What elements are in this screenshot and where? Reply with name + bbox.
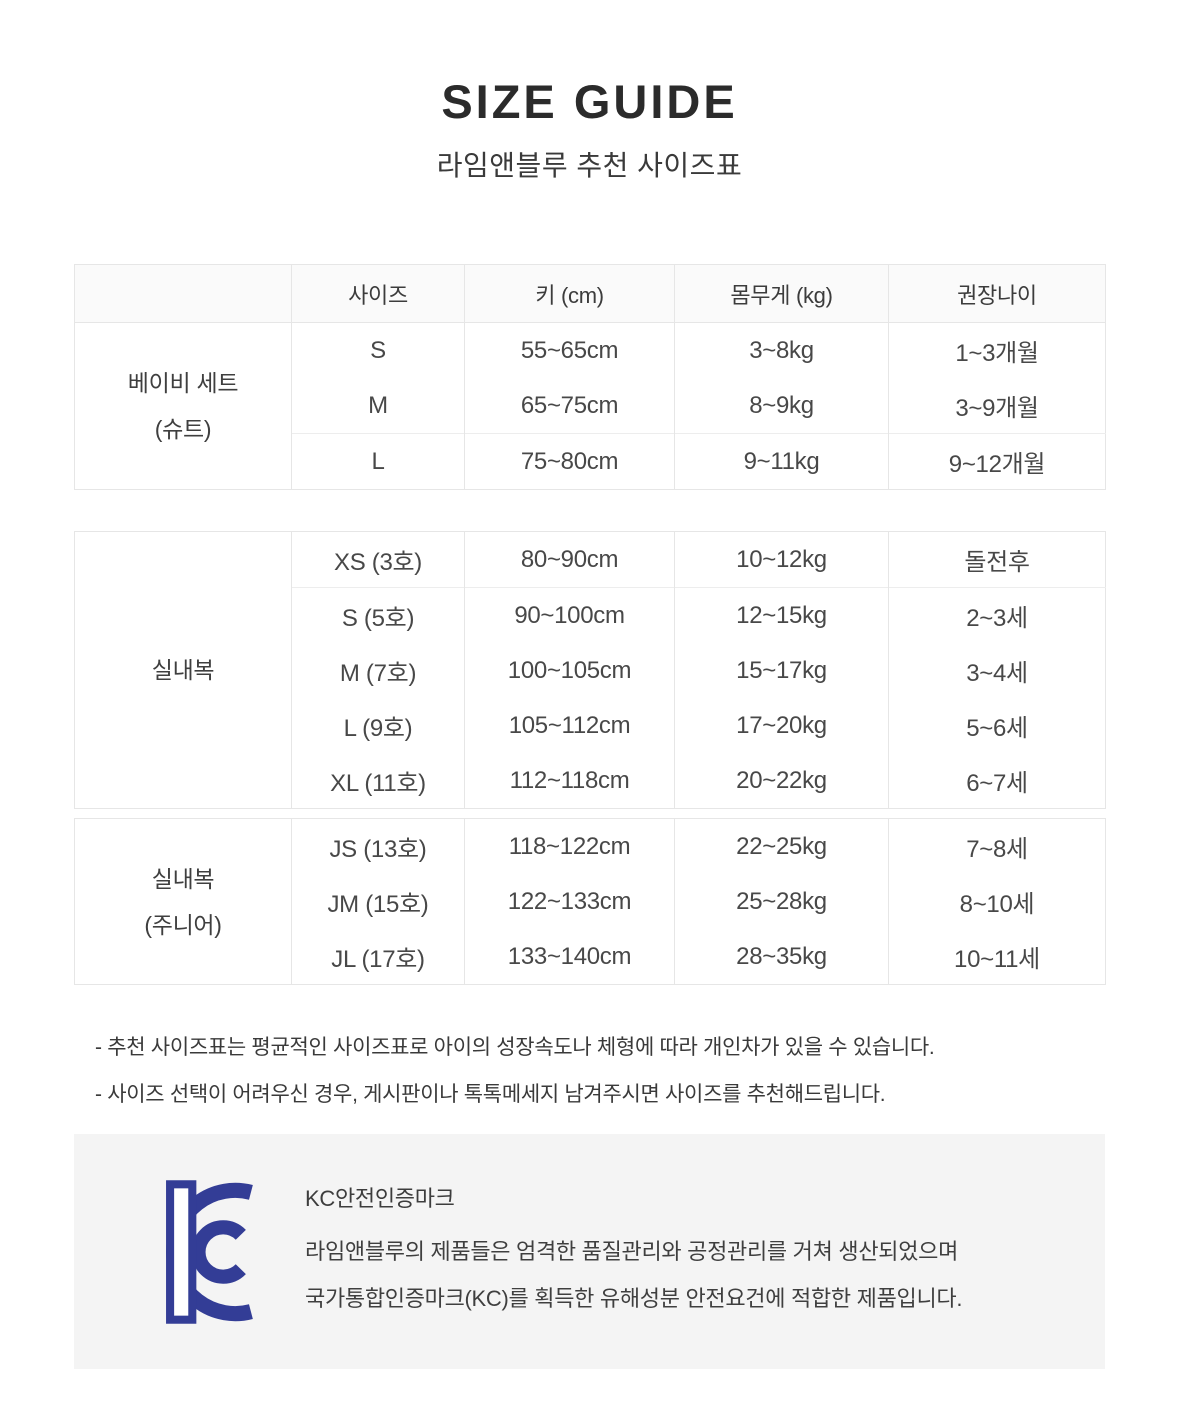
cell-size: XS (3호) (291, 531, 465, 588)
category-line: 베이비 세트 (127, 370, 239, 396)
column-header: 권장나이 (888, 264, 1106, 323)
table-row: 베이비 세트 (슈트) S 55~65cm 3~8kg 1~3개월 (74, 322, 1106, 490)
cell-age: 돌전후 (964, 549, 1030, 576)
header-row: 사이즈 키 (cm) 몸무게 (kg) 권장나이 (74, 264, 1106, 323)
cell-age: 9~12개월 (888, 433, 1106, 490)
cell-height: 100~105cm (464, 643, 675, 698)
cell-weight: 10~12kg (674, 531, 889, 588)
column-header: 키 (cm) (464, 264, 675, 323)
kc-heading: KC안전인증마크 (305, 1186, 455, 1211)
table-row: L (9호) 105~112cm 17~20kg 5~6세 (75, 698, 1106, 753)
page-subtitle: 라임앤블루 추천 사이즈표 (436, 150, 743, 181)
table-row: L 75~80cm 9~11kg 9~12개월 (75, 433, 1106, 490)
note-line: - 사이즈 선택이 어려우신 경우, 게시판이나 톡톡메세지 남겨주시면 사이즈… (95, 1083, 886, 1106)
cell-age: 10~11세 (954, 946, 1040, 973)
category-line: 실내복 (151, 657, 215, 683)
cell-size: M (7호) (291, 643, 465, 698)
cell-weight: 25~28kg (674, 874, 889, 929)
category-cell: 실내복 (주니어) (74, 818, 292, 985)
cell-size: S (291, 322, 465, 378)
size-table-section: 사이즈 키 (cm) 몸무게 (kg) 권장나이 베이비 세트 (슈트) S 55~65cm 3… (74, 264, 1106, 490)
cell-height: 55~65cm (464, 322, 675, 378)
category-line: (주니어) (144, 911, 222, 938)
cell-weight: 9~11kg (674, 433, 889, 490)
cell-weight: 12~15kg (674, 587, 889, 643)
table-row: S (5호) 90~100cm 12~15kg 2~3세 (75, 587, 1106, 643)
table-row: M (7호) 100~105cm 15~17kg 3~4세 (75, 643, 1106, 698)
category-line: (슈트) (154, 416, 212, 442)
cell-age: 7~8세 (966, 836, 1028, 863)
cell-size: M (291, 378, 465, 434)
table-row: JL (17호) 133~140cm 28~35kg 10~11세 (75, 929, 1106, 985)
cell-height: 112~118cm (464, 753, 675, 809)
cell-age: 3~9개월 (955, 395, 1039, 422)
table-row: JM (15호) 122~133cm 25~28kg 8~10세 (75, 874, 1106, 929)
cell-age: 6~7세 (966, 770, 1028, 797)
cell-weight: 8~9kg (674, 378, 889, 434)
cell-weight: 17~20kg (674, 698, 889, 753)
cell-height: 122~133cm (464, 874, 675, 929)
cell-height: 75~80cm (464, 433, 675, 490)
cell-age: 3~4세 (966, 660, 1028, 687)
cell-size: JS (13호) (291, 818, 465, 874)
cell-size: S (5호) (291, 587, 465, 643)
header-blank-cell (74, 264, 292, 323)
category-cell: 베이비 세트 (슈트) (74, 322, 292, 490)
cell-size: L (9호) (291, 698, 465, 753)
cell-weight: 3~8kg (674, 322, 889, 378)
column-header: 사이즈 (291, 264, 465, 323)
cell-size: JL (17호) (291, 929, 465, 985)
cell-weight: 15~17kg (674, 643, 889, 698)
table-row: 실내복 XS (3호) 80~90cm 10~12kg 돌전후 (74, 531, 1106, 809)
cell-age: 1~3개월 (955, 340, 1039, 367)
cell-size: XL (11호) (291, 753, 465, 809)
kc-certification-box: KC안전인증마크 라임앤블루의 제품들은 엄격한 품질관리와 공정관리를 거쳐 … (74, 1134, 1105, 1369)
cell-height: 118~122cm (464, 818, 675, 874)
cell-size: JM (15호) (291, 874, 465, 929)
cell-height: 80~90cm (464, 531, 675, 588)
page-header: SIZE GUIDE 라임앤블루 추천 사이즈표 (0, 0, 1179, 184)
cell-age: 2~3세 (888, 587, 1106, 643)
cell-height: 90~100cm (464, 587, 675, 643)
cell-weight: 28~35kg (674, 929, 889, 985)
table-row: XL (11호) 112~118cm 20~22kg 6~7세 (75, 753, 1106, 809)
cell-age: 8~10세 (959, 891, 1035, 918)
kc-logo-icon (166, 1179, 253, 1324)
kc-body-line: 국가통합인증마크(KC)를 획득한 유해성분 안전요건에 적합한 제품입니다. (305, 1286, 963, 1311)
size-table-section: 실내복 (주니어) JS (13호) 118~122cm 22~25kg 7~8세 JM (… (74, 818, 1106, 985)
cell-age: 5~6세 (966, 715, 1028, 742)
cell-size: L (291, 433, 465, 490)
size-table: 사이즈 키 (cm) 몸무게 (kg) 권장나이 베이비 세트 (슈트) S 55~65cm 3… (74, 264, 1106, 985)
page-title: SIZE GUIDE (441, 75, 738, 128)
kc-body-line: 라임앤블루의 제품들은 엄격한 품질관리와 공정관리를 거쳐 생산되었으며 (305, 1239, 959, 1264)
size-table-section: 실내복 XS (3호) 80~90cm 10~12kg 돌전후 S (5호) 90~100c… (74, 531, 1106, 809)
table-row: M 65~75cm 8~9kg 3~9개월 (75, 378, 1106, 434)
cell-height: 65~75cm (464, 378, 675, 434)
cell-height: 133~140cm (464, 929, 675, 985)
note-line: - 추천 사이즈표는 평균적인 사이즈표로 아이의 성장속도나 체형에 따라 개… (95, 1036, 935, 1059)
category-line: 실내복 (151, 865, 215, 892)
cell-weight: 20~22kg (674, 753, 889, 809)
cell-height: 105~112cm (464, 698, 675, 753)
category-cell: 실내복 (74, 531, 292, 809)
kc-text-block: KC안전인증마크 라임앤블루의 제품들은 엄격한 품질관리와 공정관리를 거쳐 … (305, 1181, 962, 1322)
column-header: 몸무게 (kg) (674, 264, 889, 323)
cell-weight: 22~25kg (674, 818, 889, 874)
footnotes: - 추천 사이즈표는 평균적인 사이즈표로 아이의 성장속도나 체형에 따라 개… (95, 1031, 1119, 1108)
table-row: 실내복 (주니어) JS (13호) 118~122cm 22~25kg 7~8세 (74, 818, 1106, 985)
